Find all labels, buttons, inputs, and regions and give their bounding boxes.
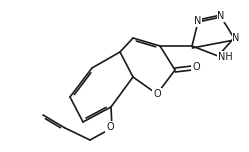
- Text: N: N: [232, 33, 240, 43]
- Text: O: O: [153, 89, 161, 99]
- Text: N: N: [194, 16, 202, 26]
- Text: O: O: [106, 122, 114, 132]
- Text: NH: NH: [218, 52, 232, 62]
- Text: N: N: [217, 11, 225, 21]
- Text: O: O: [192, 62, 200, 72]
